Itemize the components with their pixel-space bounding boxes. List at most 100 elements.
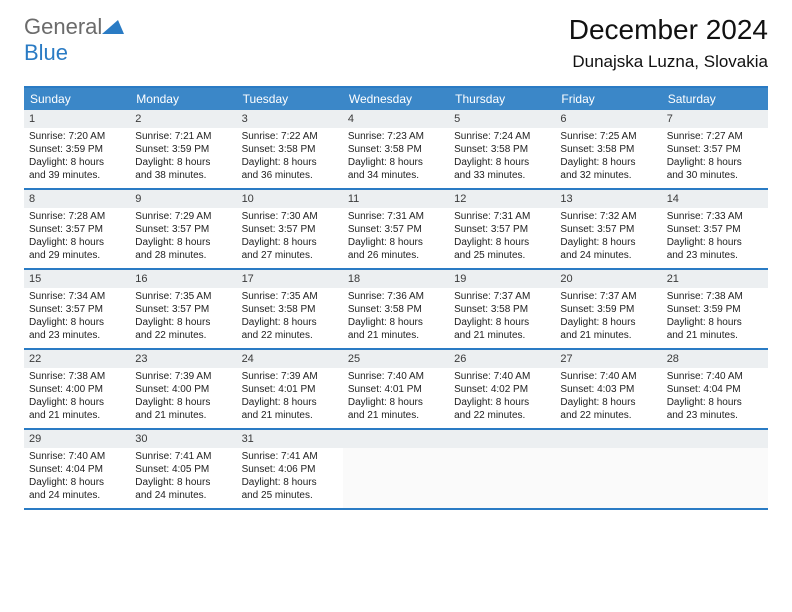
- weekday-thu: Thursday: [449, 88, 555, 110]
- sunset-text: Sunset: 3:57 PM: [667, 223, 763, 236]
- logo-blue: Blue: [24, 40, 68, 65]
- day-number: 24: [237, 350, 343, 368]
- sunrise-text: Sunrise: 7:25 AM: [560, 130, 656, 143]
- daylight-text: Daylight: 8 hours: [560, 156, 656, 169]
- day-number: 21: [662, 270, 768, 288]
- day-body: Sunrise: 7:36 AMSunset: 3:58 PMDaylight:…: [343, 288, 449, 346]
- daylight-text: and 21 minutes.: [348, 329, 444, 342]
- sunset-text: Sunset: 3:57 PM: [348, 223, 444, 236]
- sunrise-text: Sunrise: 7:31 AM: [454, 210, 550, 223]
- daylight-text: Daylight: 8 hours: [29, 316, 125, 329]
- day-cell: 7Sunrise: 7:27 AMSunset: 3:57 PMDaylight…: [662, 110, 768, 188]
- day-cell: 20Sunrise: 7:37 AMSunset: 3:59 PMDayligh…: [555, 270, 661, 348]
- weekday-wed: Wednesday: [343, 88, 449, 110]
- weekday-row: Sunday Monday Tuesday Wednesday Thursday…: [24, 88, 768, 110]
- day-cell: 29Sunrise: 7:40 AMSunset: 4:04 PMDayligh…: [24, 430, 130, 508]
- daylight-text: and 24 minutes.: [29, 489, 125, 502]
- day-body: Sunrise: 7:39 AMSunset: 4:01 PMDaylight:…: [237, 368, 343, 426]
- day-number: [555, 430, 661, 448]
- daylight-text: and 23 minutes.: [29, 329, 125, 342]
- day-cell: 4Sunrise: 7:23 AMSunset: 3:58 PMDaylight…: [343, 110, 449, 188]
- sunset-text: Sunset: 4:03 PM: [560, 383, 656, 396]
- logo-general: General: [24, 14, 102, 39]
- day-cell: 2Sunrise: 7:21 AMSunset: 3:59 PMDaylight…: [130, 110, 236, 188]
- day-body: Sunrise: 7:21 AMSunset: 3:59 PMDaylight:…: [130, 128, 236, 186]
- daylight-text: and 21 minutes.: [667, 329, 763, 342]
- sunset-text: Sunset: 3:59 PM: [560, 303, 656, 316]
- daylight-text: Daylight: 8 hours: [348, 396, 444, 409]
- daylight-text: Daylight: 8 hours: [29, 476, 125, 489]
- day-cell: 13Sunrise: 7:32 AMSunset: 3:57 PMDayligh…: [555, 190, 661, 268]
- sunrise-text: Sunrise: 7:40 AM: [29, 450, 125, 463]
- day-cell: 17Sunrise: 7:35 AMSunset: 3:58 PMDayligh…: [237, 270, 343, 348]
- sunset-text: Sunset: 3:57 PM: [29, 303, 125, 316]
- weeks-container: 1Sunrise: 7:20 AMSunset: 3:59 PMDaylight…: [24, 110, 768, 510]
- daylight-text: Daylight: 8 hours: [135, 396, 231, 409]
- sunset-text: Sunset: 4:04 PM: [29, 463, 125, 476]
- day-number: 16: [130, 270, 236, 288]
- week-row: 8Sunrise: 7:28 AMSunset: 3:57 PMDaylight…: [24, 190, 768, 270]
- sunset-text: Sunset: 3:58 PM: [348, 303, 444, 316]
- daylight-text: Daylight: 8 hours: [454, 156, 550, 169]
- daylight-text: Daylight: 8 hours: [242, 476, 338, 489]
- daylight-text: and 21 minutes.: [560, 329, 656, 342]
- daylight-text: and 28 minutes.: [135, 249, 231, 262]
- sunrise-text: Sunrise: 7:20 AM: [29, 130, 125, 143]
- sunset-text: Sunset: 3:59 PM: [135, 143, 231, 156]
- day-body: Sunrise: 7:37 AMSunset: 3:58 PMDaylight:…: [449, 288, 555, 346]
- day-number: 23: [130, 350, 236, 368]
- sunset-text: Sunset: 4:01 PM: [348, 383, 444, 396]
- daylight-text: Daylight: 8 hours: [242, 156, 338, 169]
- day-number: 25: [343, 350, 449, 368]
- daylight-text: and 22 minutes.: [242, 329, 338, 342]
- daylight-text: Daylight: 8 hours: [29, 156, 125, 169]
- sunset-text: Sunset: 3:58 PM: [454, 303, 550, 316]
- day-cell: 31Sunrise: 7:41 AMSunset: 4:06 PMDayligh…: [237, 430, 343, 508]
- day-body: Sunrise: 7:30 AMSunset: 3:57 PMDaylight:…: [237, 208, 343, 266]
- sunrise-text: Sunrise: 7:41 AM: [242, 450, 338, 463]
- daylight-text: and 21 minutes.: [135, 409, 231, 422]
- day-number: 14: [662, 190, 768, 208]
- day-cell: 16Sunrise: 7:35 AMSunset: 3:57 PMDayligh…: [130, 270, 236, 348]
- day-number: 18: [343, 270, 449, 288]
- sunset-text: Sunset: 4:04 PM: [667, 383, 763, 396]
- sunset-text: Sunset: 4:05 PM: [135, 463, 231, 476]
- day-number: 15: [24, 270, 130, 288]
- day-body: Sunrise: 7:31 AMSunset: 3:57 PMDaylight:…: [343, 208, 449, 266]
- sunrise-text: Sunrise: 7:21 AM: [135, 130, 231, 143]
- sunset-text: Sunset: 3:58 PM: [242, 143, 338, 156]
- daylight-text: and 25 minutes.: [454, 249, 550, 262]
- sunset-text: Sunset: 3:57 PM: [242, 223, 338, 236]
- sunset-text: Sunset: 3:57 PM: [560, 223, 656, 236]
- daylight-text: Daylight: 8 hours: [560, 236, 656, 249]
- daylight-text: and 34 minutes.: [348, 169, 444, 182]
- weekday-fri: Friday: [555, 88, 661, 110]
- day-number: 9: [130, 190, 236, 208]
- daylight-text: and 22 minutes.: [135, 329, 231, 342]
- daylight-text: and 22 minutes.: [560, 409, 656, 422]
- sunrise-text: Sunrise: 7:31 AM: [348, 210, 444, 223]
- sunrise-text: Sunrise: 7:28 AM: [29, 210, 125, 223]
- day-number: 10: [237, 190, 343, 208]
- month-title: December 2024: [569, 14, 768, 46]
- sunset-text: Sunset: 4:00 PM: [29, 383, 125, 396]
- daylight-text: Daylight: 8 hours: [29, 236, 125, 249]
- week-row: 15Sunrise: 7:34 AMSunset: 3:57 PMDayligh…: [24, 270, 768, 350]
- sunrise-text: Sunrise: 7:40 AM: [454, 370, 550, 383]
- sunset-text: Sunset: 4:00 PM: [135, 383, 231, 396]
- day-body: Sunrise: 7:23 AMSunset: 3:58 PMDaylight:…: [343, 128, 449, 186]
- sunset-text: Sunset: 3:59 PM: [29, 143, 125, 156]
- day-cell: 9Sunrise: 7:29 AMSunset: 3:57 PMDaylight…: [130, 190, 236, 268]
- day-number: 26: [449, 350, 555, 368]
- day-cell: 25Sunrise: 7:40 AMSunset: 4:01 PMDayligh…: [343, 350, 449, 428]
- sunset-text: Sunset: 3:57 PM: [667, 143, 763, 156]
- day-number: 1: [24, 110, 130, 128]
- day-number: [343, 430, 449, 448]
- daylight-text: and 25 minutes.: [242, 489, 338, 502]
- day-cell: 12Sunrise: 7:31 AMSunset: 3:57 PMDayligh…: [449, 190, 555, 268]
- day-body: Sunrise: 7:37 AMSunset: 3:59 PMDaylight:…: [555, 288, 661, 346]
- day-number: 12: [449, 190, 555, 208]
- daylight-text: Daylight: 8 hours: [454, 316, 550, 329]
- day-cell: 26Sunrise: 7:40 AMSunset: 4:02 PMDayligh…: [449, 350, 555, 428]
- daylight-text: Daylight: 8 hours: [667, 396, 763, 409]
